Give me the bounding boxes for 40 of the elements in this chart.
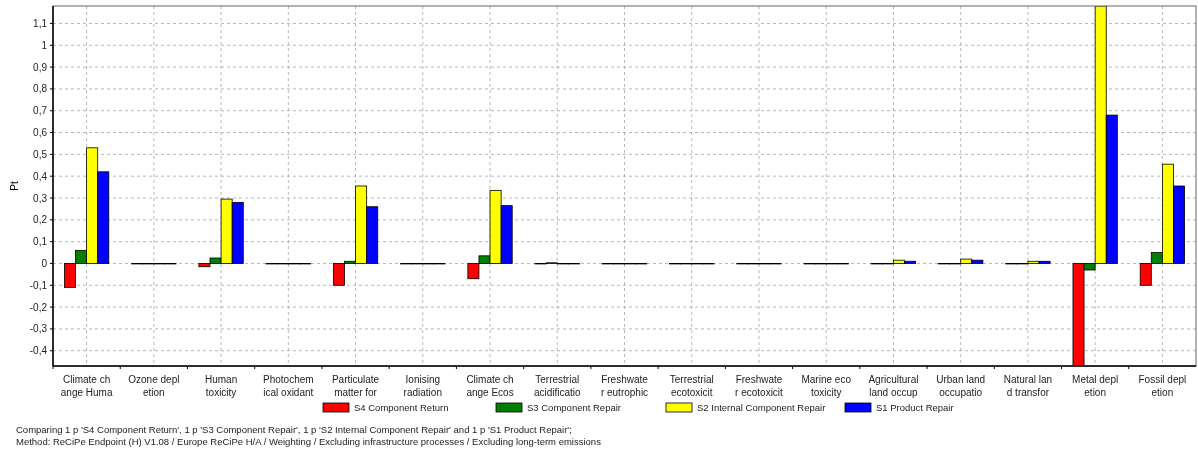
y-tick-label: -0,4 [29, 345, 48, 357]
y-axis-title: Pt [9, 181, 20, 191]
y-tick-label: 0,9 [33, 61, 48, 73]
x-tick-label: Human toxicity [204, 374, 238, 398]
x-tick-label: Photochem ical oxidant [263, 374, 314, 398]
y-tick-label: -0,2 [29, 301, 48, 313]
y-tick-label: 0,1 [33, 236, 48, 248]
x-tick-label: Freshwate r ecotoxicit [735, 374, 784, 398]
y-tick-label: 0,3 [33, 192, 48, 204]
legend-label: S1 Product Repair [876, 402, 954, 413]
y-tick-label: 1,1 [33, 17, 48, 29]
x-tick-label: Climate ch ange Huma [60, 374, 113, 398]
x-tick-label: Terrestrial acidificatio [533, 374, 582, 398]
y-tick-label: -0,1 [29, 279, 48, 291]
y-tick-label: 0,6 [33, 127, 48, 139]
text: Method: ReCiPe Endpoint (H) V1.08 / Europe ReCiPe H/A / Weighting / Excluding infrastructure processes / Excluding long-term emissions [16, 436, 602, 447]
y-tick-label: 0,5 [33, 148, 48, 160]
y-tick-label: -0,3 [29, 323, 48, 335]
x-tick-label: Fossil depl etion [1138, 374, 1187, 398]
y-tick-label: 0,4 [33, 170, 48, 182]
x-tick-label: Natural lan d transfor [1003, 374, 1053, 398]
x-tick-label: Urban land occupatio [936, 374, 986, 398]
y-tick-label: 0 [41, 257, 48, 269]
legend-label: S2 Internal Component Repair [697, 402, 826, 413]
x-tick-label: Ionising radiation [403, 374, 442, 398]
x-tick-label: Terrestrial ecotoxicit [669, 374, 714, 398]
x-tick-label: Agricultural land occup [868, 374, 919, 398]
legend-label: S4 Component Return [354, 402, 449, 413]
x-tick-label: Particulate matter for [331, 374, 380, 398]
text: Comparing 1 p 'S4 Component Return', 1 p 'S3 Component Repair', 1 p 'S2 Internal Component Repair' and 1 p 'S1 Product Repair'; [16, 424, 572, 435]
x-tick-label: Climate ch ange Ecos [466, 374, 514, 398]
y-tick-label: 0,8 [33, 83, 48, 95]
y-tick-label: 0,2 [33, 214, 48, 226]
x-tick-label: Metal depl etion [1072, 374, 1119, 398]
legend-label: S3 Component Repair [527, 402, 621, 413]
y-tick-label: 0,7 [33, 105, 48, 117]
y-tick-label: 1 [41, 39, 48, 51]
x-tick-label: Ozone depl etion [128, 374, 180, 398]
x-tick-label: Marine eco toxicity [801, 374, 852, 398]
x-tick-label: Freshwate r eutrophic [600, 374, 649, 398]
